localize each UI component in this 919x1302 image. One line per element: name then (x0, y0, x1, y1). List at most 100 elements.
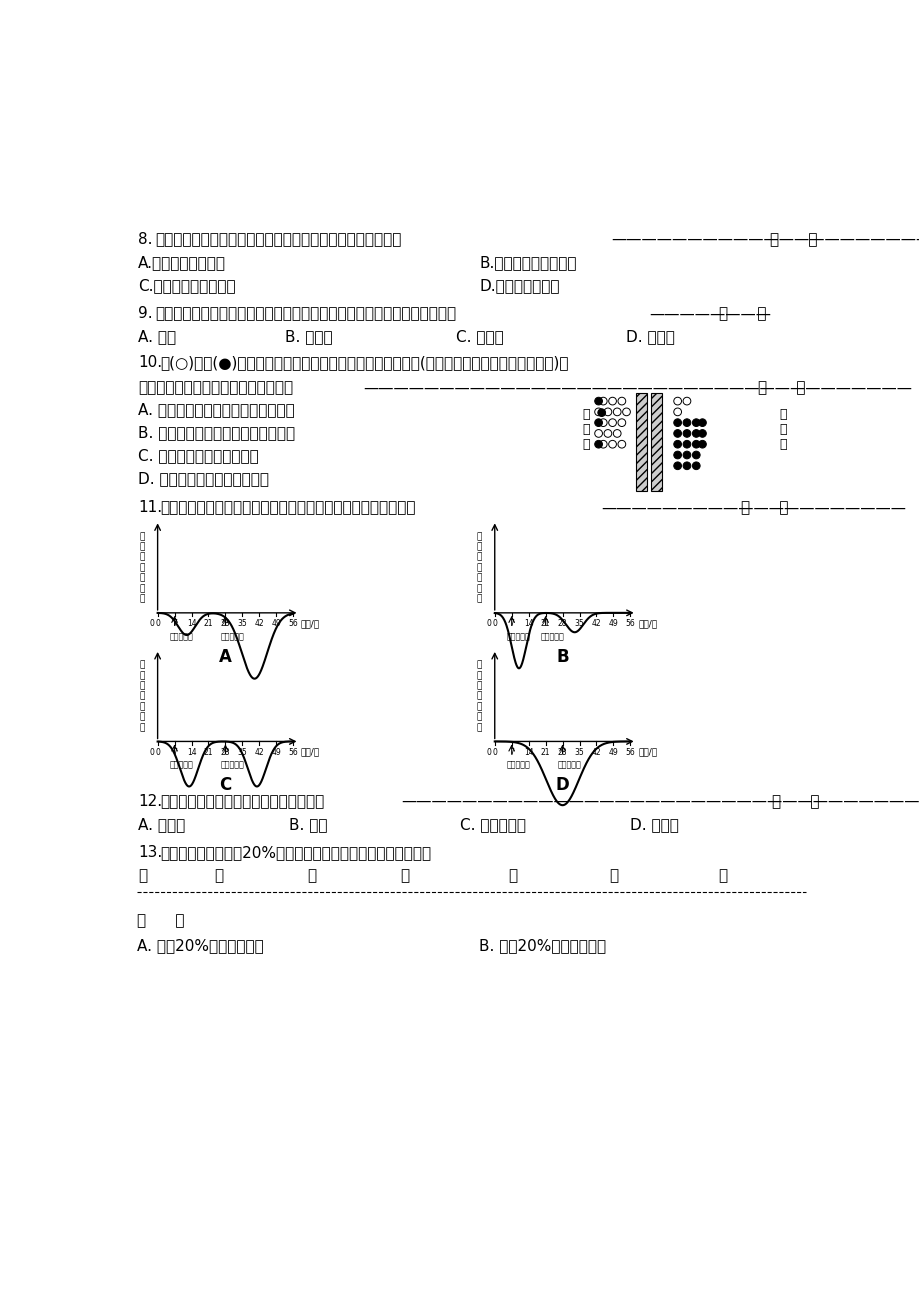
Circle shape (598, 419, 607, 427)
Text: D. 丙氨酸: D. 丙氨酸 (630, 816, 678, 832)
Text: 原: 原 (214, 868, 223, 884)
Text: 第二次注射: 第二次注射 (221, 631, 244, 641)
Circle shape (622, 408, 630, 415)
Circle shape (598, 397, 607, 405)
Text: （      ）: （ ） (771, 794, 819, 809)
Text: 11.: 11. (138, 500, 162, 516)
Circle shape (613, 408, 620, 415)
Text: 0: 0 (150, 747, 154, 756)
Text: 第二次注射: 第二次注射 (221, 760, 244, 769)
Text: 胞: 胞 (400, 868, 409, 884)
Text: C: C (219, 776, 232, 794)
Circle shape (682, 462, 690, 470)
Text: 49: 49 (271, 618, 281, 628)
Text: ————————————————————: ———————————————————— (601, 500, 906, 516)
Text: C. 二碳化合物: C. 二碳化合物 (460, 816, 526, 832)
Circle shape (608, 397, 616, 405)
Text: 时间/天: 时间/天 (638, 618, 656, 628)
Circle shape (594, 408, 602, 415)
Text: ————————————————————————————————————————————————————: ————————————————————————————————————————… (402, 794, 919, 809)
Text: 时间/天: 时间/天 (301, 747, 320, 756)
Text: 第一次注射: 第一次注射 (170, 760, 194, 769)
Text: 13.: 13. (138, 845, 163, 861)
Text: 42: 42 (591, 618, 601, 628)
Circle shape (613, 430, 620, 437)
Text: C. 甲进入细胞一定需要能量: C. 甲进入细胞一定需要能量 (138, 448, 259, 464)
Text: 28: 28 (221, 618, 230, 628)
Text: 49: 49 (271, 747, 281, 756)
Text: 14: 14 (523, 747, 533, 756)
Circle shape (594, 430, 602, 437)
Text: 12.: 12. (138, 794, 162, 809)
Text: （      ）: （ ） (719, 306, 766, 322)
Text: 21: 21 (540, 747, 550, 756)
Text: ————————————————————————————————————: ———————————————————————————————————— (363, 380, 911, 396)
Text: 21: 21 (203, 747, 213, 756)
Text: 血
液
中
抗
体
浓
度: 血 液 中 抗 体 浓 度 (140, 533, 144, 603)
Circle shape (682, 397, 690, 405)
Circle shape (682, 419, 690, 427)
Text: 下图表示两次注射疫苗后机体血液中抗体浓度的变化，正确的是: 下图表示两次注射疫苗后机体血液中抗体浓度的变化，正确的是 (160, 500, 415, 516)
Text: A. 小于20%蔗糖溶液浓度: A. 小于20%蔗糖溶液浓度 (137, 937, 263, 953)
Text: 第二次注射: 第二次注射 (557, 760, 581, 769)
Circle shape (618, 440, 625, 448)
Text: 10.: 10. (138, 355, 162, 370)
Text: 0: 0 (155, 747, 160, 756)
Text: 第一次注射: 第一次注射 (506, 631, 530, 641)
Circle shape (604, 430, 611, 437)
Text: A. 丙酮酸: A. 丙酮酸 (138, 816, 186, 832)
Text: 血
液
中
抗
体
浓
度: 血 液 中 抗 体 浓 度 (140, 660, 144, 732)
Text: 第一次注射: 第一次注射 (170, 631, 194, 641)
Text: 一位妇女因脑颅内长了肿瘤，结果造成了失明，可能的原因是: 一位妇女因脑颅内长了肿瘤，结果造成了失明，可能的原因是 (155, 232, 402, 246)
Text: A. 胰岛: A. 胰岛 (138, 329, 176, 345)
Text: 7: 7 (509, 618, 514, 628)
Text: 液: 液 (508, 868, 517, 884)
Text: 细
胞
内: 细 胞 内 (778, 408, 786, 450)
Text: 42: 42 (255, 747, 264, 756)
Text: 21: 21 (540, 618, 550, 628)
Circle shape (618, 419, 625, 427)
Text: 42: 42 (591, 747, 601, 756)
Circle shape (692, 452, 699, 458)
Circle shape (673, 462, 681, 470)
Text: 下列内分泌腺中，能分泌两种参与血糖调节、作用相互拮抗的激素的腺体是: 下列内分泌腺中，能分泌两种参与血糖调节、作用相互拮抗的激素的腺体是 (155, 306, 456, 322)
Text: 血
液
中
抗
体
浓
度: 血 液 中 抗 体 浓 度 (476, 660, 482, 732)
Text: 0: 0 (492, 747, 496, 756)
Circle shape (598, 440, 607, 448)
Circle shape (608, 419, 616, 427)
Text: 8.: 8. (138, 232, 153, 246)
Circle shape (608, 440, 616, 448)
Circle shape (594, 440, 602, 448)
Circle shape (673, 419, 681, 427)
Text: 35: 35 (574, 747, 584, 756)
Text: 血
液
中
抗
体
浓
度: 血 液 中 抗 体 浓 度 (476, 533, 482, 603)
Circle shape (692, 462, 699, 470)
Text: 56: 56 (625, 618, 634, 628)
Text: 35: 35 (574, 618, 584, 628)
Text: 56: 56 (288, 747, 298, 756)
Circle shape (673, 440, 681, 448)
Text: 9.: 9. (138, 306, 153, 322)
Circle shape (618, 397, 625, 405)
Text: D.脑瘤压迫了脊髓: D.脑瘤压迫了脊髓 (479, 277, 559, 293)
Circle shape (673, 452, 681, 458)
Text: 则: 则 (138, 868, 147, 884)
Text: A.脑瘤压迫了视神经: A.脑瘤压迫了视神经 (138, 255, 226, 270)
Text: 0: 0 (492, 618, 496, 628)
Text: （      ）: （ ） (757, 380, 805, 396)
Text: 14: 14 (523, 618, 533, 628)
Circle shape (594, 397, 602, 405)
Text: 0: 0 (150, 618, 154, 628)
Circle shape (673, 430, 681, 437)
Text: 28: 28 (557, 747, 567, 756)
Text: B: B (556, 647, 568, 665)
Circle shape (692, 430, 699, 437)
Text: ————————: ———————— (649, 306, 771, 322)
Circle shape (692, 440, 699, 448)
Text: 35: 35 (237, 618, 247, 628)
Circle shape (682, 452, 690, 458)
Bar (651, 393, 662, 491)
Text: 度: 度 (717, 868, 726, 884)
Text: 0: 0 (486, 618, 491, 628)
Text: 0: 0 (155, 618, 160, 628)
